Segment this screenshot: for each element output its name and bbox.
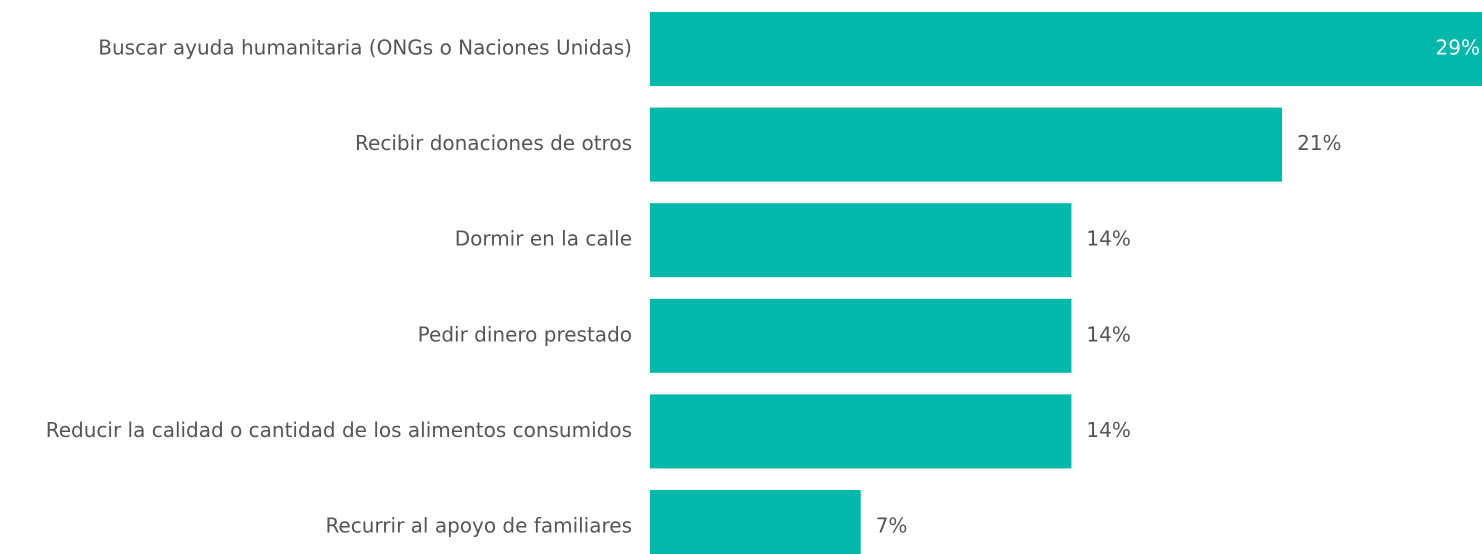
value-label: 14% — [1086, 322, 1130, 346]
bar — [650, 298, 1072, 373]
value-label: 14% — [1086, 227, 1130, 251]
category-label: Reducir la calidad o cantidad de los ali… — [46, 418, 632, 442]
bar — [650, 394, 1072, 469]
category-label: Buscar ayuda humanitaria (ONGs o Nacione… — [98, 36, 632, 60]
category-label: Pedir dinero prestado — [418, 322, 632, 346]
value-label: 29% — [1436, 36, 1480, 60]
bar — [650, 490, 861, 554]
value-label: 7% — [876, 514, 908, 538]
bar — [650, 107, 1283, 182]
category-label: Dormir en la calle — [455, 227, 632, 251]
category-label: Recurrir al apoyo de familiares — [325, 514, 632, 538]
bar — [650, 203, 1072, 278]
value-label: 14% — [1086, 418, 1130, 442]
category-label: Recibir donaciones de otros — [355, 131, 632, 155]
bar — [650, 12, 1482, 86]
value-label: 21% — [1297, 131, 1341, 155]
